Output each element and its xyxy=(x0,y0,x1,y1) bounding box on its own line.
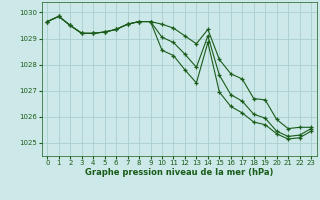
X-axis label: Graphe pression niveau de la mer (hPa): Graphe pression niveau de la mer (hPa) xyxy=(85,168,273,177)
